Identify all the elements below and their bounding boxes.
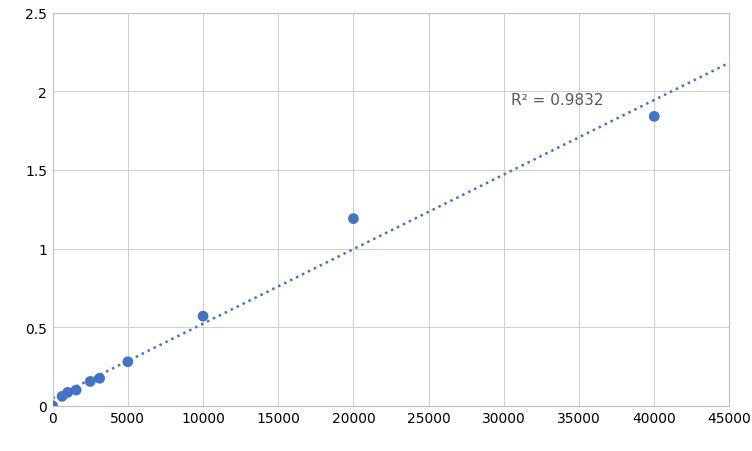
Point (62, 389, 74, 396)
Point (93, 375, 105, 382)
Point (648, 114, 660, 121)
Text: R² = 0.9832: R² = 0.9832 (511, 92, 604, 107)
Point (122, 359, 134, 366)
Point (347, 216, 359, 223)
Point (197, 313, 209, 320)
Point (70, 387, 82, 394)
Point (56, 393, 68, 400)
Point (84, 378, 96, 385)
Point (47, 402, 59, 410)
